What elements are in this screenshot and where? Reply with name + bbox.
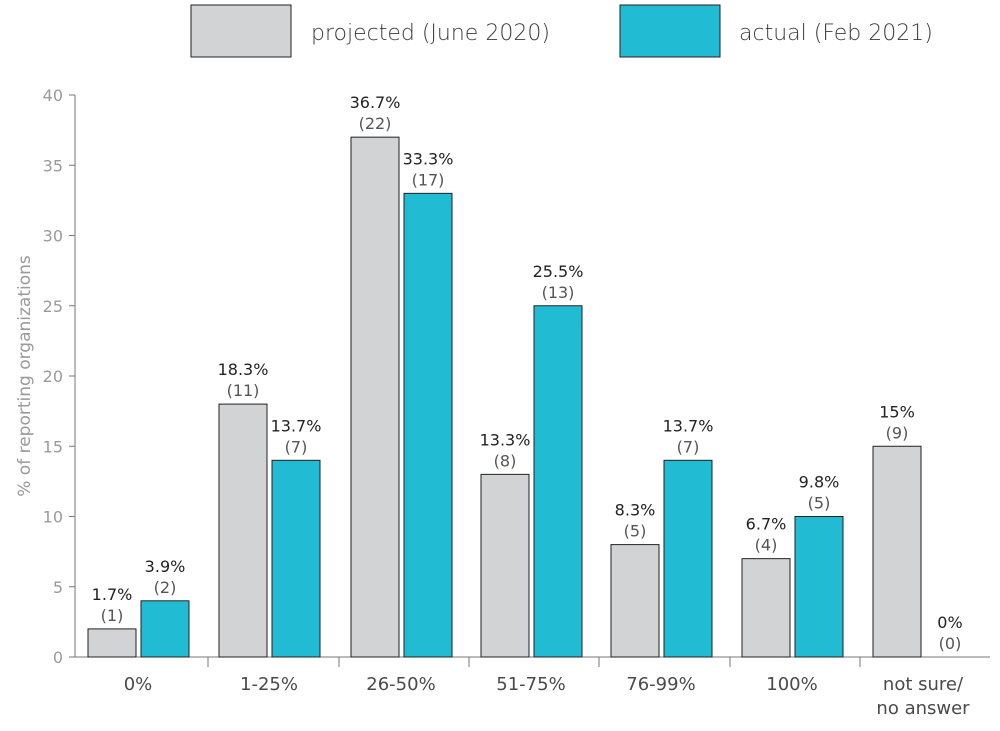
bar-actual	[533, 305, 583, 658]
data-label-count: (0)	[939, 634, 962, 653]
data-label-percent: 6.7%	[746, 515, 787, 534]
y-tick-label: 10	[43, 508, 63, 527]
data-label-percent: 1.7%	[92, 585, 133, 604]
data-label-percent: 9.8%	[799, 473, 840, 492]
bar-actual	[271, 459, 321, 658]
data-label-count: (9)	[886, 423, 909, 442]
y-tick-label: 25	[43, 297, 63, 316]
data-label-percent: 3.9%	[145, 557, 186, 576]
category-label: 51-75%	[496, 674, 565, 695]
legend-label-actual: actual (Feb 2021)	[739, 21, 933, 46]
data-label-count: (7)	[285, 437, 308, 456]
y-tick-label: 20	[43, 367, 63, 386]
data-label-count: (7)	[677, 437, 700, 456]
y-axis-title: % of reporting organizations	[15, 255, 35, 497]
category-label: 0%	[124, 674, 153, 695]
y-tick-label: 40	[43, 86, 63, 105]
bars	[87, 136, 922, 658]
data-label-percent: 25.5%	[533, 262, 584, 281]
bar-actual	[794, 516, 844, 658]
data-label-count: (1)	[101, 606, 124, 625]
data-label-percent: 8.3%	[615, 501, 656, 520]
data-label-percent: 13.3%	[480, 430, 531, 449]
axes: 0 5 10 15 20 25 30 35 40 % of reporting organizat…	[15, 86, 990, 719]
data-labels: 1.7% (1) 18.3% (11) 36.7% (22) 13.3% (8) 8.3% (5)…	[92, 93, 963, 653]
legend-swatch-actual	[619, 4, 721, 58]
data-label-count: (2)	[154, 578, 177, 597]
legend: projected (June 2020) actual (Feb 2021)	[190, 4, 933, 58]
data-label-count: (22)	[359, 114, 392, 133]
data-label-percent: 15%	[879, 402, 915, 421]
category-label: 100%	[766, 674, 817, 695]
bar-projected	[87, 628, 137, 658]
data-label-count: (13)	[542, 283, 575, 302]
data-label-percent: 13.7%	[271, 416, 322, 435]
data-label-count: (11)	[227, 381, 260, 400]
y-tick-label: 0	[53, 648, 63, 667]
data-label-count: (5)	[624, 522, 647, 541]
bar-actual	[663, 459, 713, 658]
data-label-count: (8)	[494, 451, 517, 470]
category-label: 1-25%	[240, 674, 298, 695]
bar-actual	[140, 600, 190, 658]
bar-projected	[741, 558, 791, 658]
category-label: 26-50%	[366, 674, 435, 695]
bar-projected	[480, 473, 530, 658]
bar-projected	[872, 445, 922, 658]
category-label: not sure/	[883, 674, 964, 695]
y-tick-label: 5	[53, 578, 63, 597]
category-label: no answer	[876, 698, 970, 719]
category-label: 76-99%	[626, 674, 695, 695]
bar-projected	[218, 403, 268, 658]
bar-projected	[610, 544, 660, 658]
y-tick-label: 35	[43, 156, 63, 175]
bar-actual	[403, 192, 453, 658]
data-label-count: (17)	[412, 170, 445, 189]
data-label-percent: 13.7%	[663, 416, 714, 435]
legend-label-projected: projected (June 2020)	[311, 21, 550, 46]
data-label-percent: 0%	[937, 613, 962, 632]
data-label-percent: 36.7%	[350, 93, 401, 112]
data-label-count: (5)	[808, 494, 831, 513]
data-label-count: (4)	[755, 536, 778, 555]
legend-swatch-projected	[190, 4, 292, 58]
y-tick-label: 30	[43, 227, 63, 246]
bar-projected	[350, 136, 400, 658]
data-label-percent: 18.3%	[218, 360, 269, 379]
data-label-percent: 33.3%	[403, 149, 454, 168]
y-tick-label: 15	[43, 437, 63, 456]
